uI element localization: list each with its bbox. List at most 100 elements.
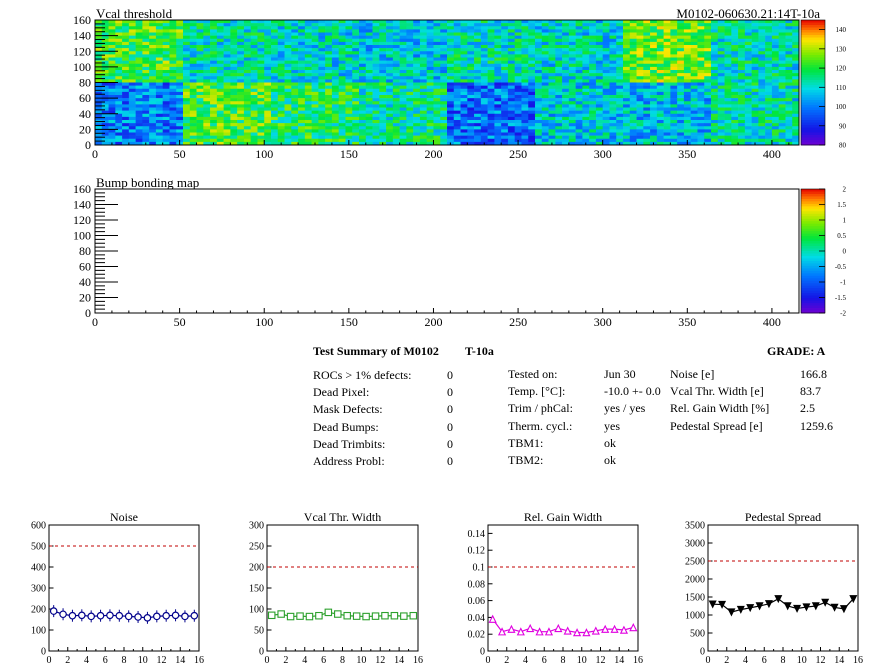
palette-band [801, 196, 825, 200]
heatmap-cell [589, 98, 597, 102]
heatmap-cell [514, 63, 522, 68]
heatmap-cell [521, 82, 529, 86]
heatmap-cell [298, 26, 306, 30]
heatmap-cell [738, 123, 746, 127]
data-point [526, 623, 535, 633]
heatmap-cell [386, 138, 394, 143]
heatmap-cell [392, 82, 400, 86]
heatmap-cell [271, 76, 279, 80]
heatmap-cell [257, 32, 265, 36]
heatmap-cell [771, 107, 779, 111]
heatmap-cell [325, 66, 333, 71]
heatmap-cell [447, 66, 455, 71]
heatmap-cell [541, 113, 549, 118]
heatmap-cell [629, 57, 637, 61]
heatmap-cell [751, 88, 759, 93]
heatmap-cell [433, 95, 441, 99]
heatmap-cell [474, 79, 482, 83]
heatmap-cell [169, 82, 177, 86]
heatmap-cell [623, 66, 631, 71]
heatmap-cell [386, 113, 394, 118]
heatmap-cell [521, 57, 529, 61]
heatmap-cell [372, 138, 380, 143]
heatmap-cell [237, 135, 245, 140]
heatmap-cell [95, 76, 103, 80]
heatmap-cell [176, 104, 184, 108]
data-point [362, 612, 370, 621]
heatmap-cell [122, 48, 130, 52]
heatmap-cell [318, 138, 326, 143]
heatmap-cell [494, 104, 502, 108]
heatmap-cell [480, 113, 488, 118]
heatmap-cell [548, 98, 556, 102]
heatmap-cell [562, 38, 570, 43]
heatmap-cell [758, 70, 766, 74]
heatmap-cell [697, 126, 705, 130]
palette-band [801, 95, 825, 98]
heatmap-cell [738, 85, 746, 90]
heatmap-cell [419, 70, 427, 74]
heatmap-cell [731, 132, 739, 136]
heatmap-cell [237, 41, 245, 46]
heatmap-cell [399, 48, 407, 52]
heatmap-cell [704, 76, 712, 80]
heatmap-cell [541, 70, 549, 74]
heatmap-cell [210, 57, 218, 61]
heatmap-cell [196, 135, 204, 140]
heatmap-cell [406, 95, 414, 99]
heatmap-cell [535, 98, 543, 102]
heatmap-cell [480, 101, 488, 105]
heatmap-cell [690, 73, 698, 77]
heatmap-cell [142, 45, 150, 49]
heatmap-cell [778, 132, 786, 136]
heatmap-cell [196, 32, 204, 36]
heatmap-cell [311, 57, 319, 61]
heatmap-cell [765, 66, 773, 71]
heatmap-cell [562, 20, 570, 24]
heatmap-cell [704, 51, 712, 55]
heatmap-cell [122, 76, 130, 80]
heatmap-cell [433, 101, 441, 105]
heatmap-cell [711, 82, 719, 86]
heatmap-cell [724, 104, 732, 108]
heatmap-cell [196, 38, 204, 43]
heatmap-cell [149, 95, 157, 99]
heatmap-cell [555, 20, 563, 24]
heatmap-cell [467, 79, 475, 83]
data-point [49, 607, 58, 615]
heatmap-cell [474, 57, 482, 61]
heatmap-cell [548, 116, 556, 121]
heatmap-cell [264, 32, 272, 36]
heatmap-cell [595, 41, 603, 46]
heatmap-cell [568, 88, 576, 93]
heatmap-cell [237, 113, 245, 118]
heatmap-cell [183, 91, 191, 96]
heatmap-cell [426, 20, 434, 24]
heatmap-cell [487, 138, 495, 143]
heatmap-cell [616, 79, 624, 83]
heatmap-cell [196, 126, 204, 130]
palette-label: 0.5 [837, 232, 846, 240]
heatmap-cell [656, 48, 664, 52]
heatmap-cell [453, 85, 461, 90]
heatmap-cell [325, 35, 333, 40]
heatmap-cell [717, 116, 725, 121]
heatmap-cell [372, 63, 380, 68]
heatmap-cell [744, 38, 752, 43]
heatmap-cell [724, 101, 732, 105]
heatmap-cell [440, 79, 448, 83]
heatmap-cell [372, 29, 380, 33]
heatmap-cell [419, 48, 427, 52]
heatmap-cell [379, 41, 387, 46]
heatmap-cell [176, 85, 184, 90]
heatmap-cell [670, 48, 678, 52]
heatmap-cell [467, 82, 475, 86]
heatmap-cell [331, 38, 339, 43]
heatmap-cell [453, 141, 461, 146]
heatmap-cell [758, 95, 766, 99]
heatmap-cell [257, 110, 265, 115]
heatmap-cell [507, 73, 515, 77]
heatmap-cell [697, 26, 705, 30]
heatmap-cell [183, 32, 191, 36]
